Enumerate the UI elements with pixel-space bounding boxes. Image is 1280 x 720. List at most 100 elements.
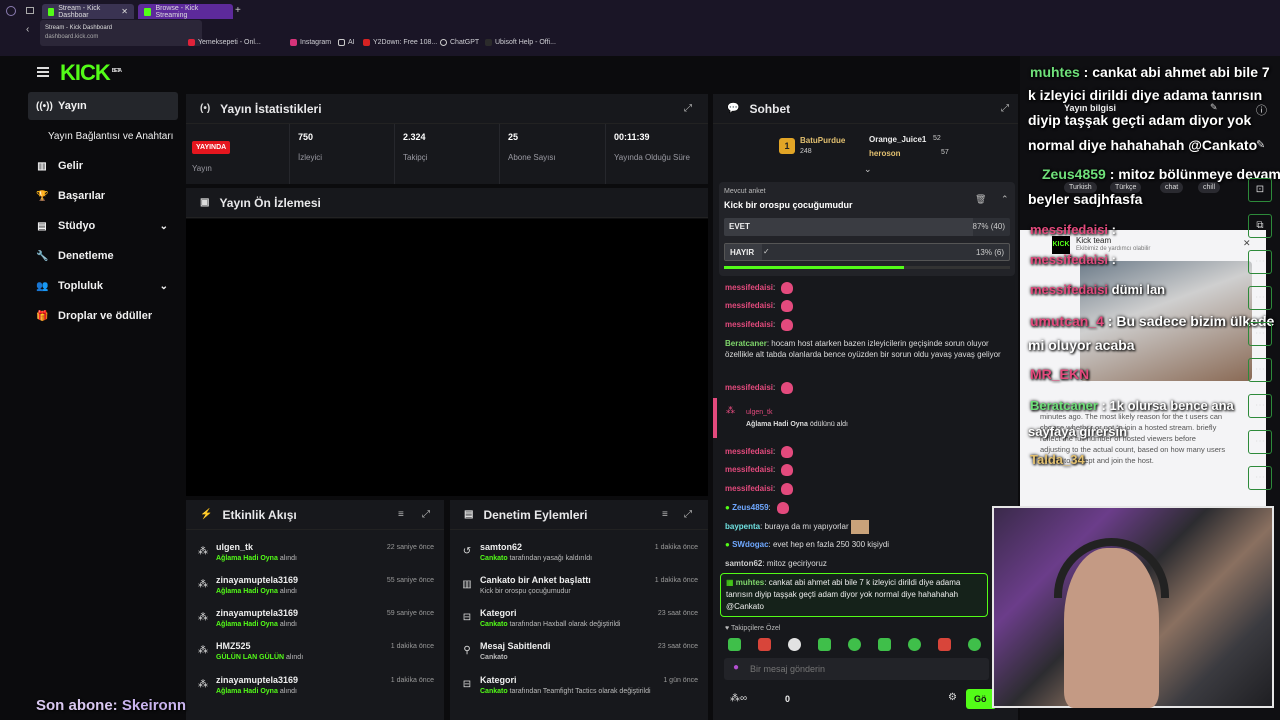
emote-icon xyxy=(781,319,794,331)
poll-option-evet[interactable]: EVET 87% (40) xyxy=(724,218,1010,236)
leaderboard-value: 57 xyxy=(941,149,949,156)
kick-favicon-icon xyxy=(144,7,152,16)
emote-icon[interactable] xyxy=(938,638,951,651)
leaderboard-rank-badge: 1 xyxy=(779,138,795,154)
support-image xyxy=(1080,261,1252,381)
chat-message: messifedaisi: xyxy=(725,300,794,312)
sidebar-item-stream-key[interactable]: Yayın Bağlantısı ve Anahtarı xyxy=(48,130,174,142)
chat-message: messifedaisi: xyxy=(725,483,794,495)
tag[interactable]: chill xyxy=(1198,182,1221,193)
send-button[interactable]: Gö xyxy=(966,689,996,709)
microphone-icon[interactable]: ● xyxy=(733,662,740,673)
overlay-chat-line: messifedaisi dümi lan xyxy=(1030,282,1166,297)
sidebar-tool-button[interactable]: ⋯ xyxy=(1248,394,1272,418)
subscriber-name: Skeironn xyxy=(121,697,187,714)
sidebar-item-droplar[interactable]: 🎁 Droplar ve ödüller xyxy=(36,310,153,322)
bookmark-chatgpt[interactable]: ChatGPT xyxy=(440,39,479,46)
emote-icon[interactable] xyxy=(848,638,861,651)
tab-stream-dashboard[interactable]: Stream - Kick Dashboar ✕ xyxy=(42,4,134,19)
emote-icon[interactable] xyxy=(728,638,741,651)
chat-input[interactable] xyxy=(750,660,980,678)
kick-logo[interactable]: KICK BETA xyxy=(60,60,122,85)
close-icon[interactable]: ✕ xyxy=(1243,238,1251,248)
sidebar-tool-button[interactable]: ⋯ xyxy=(1248,250,1272,274)
sidebar-tool-button[interactable]: ⋯ xyxy=(1248,322,1272,346)
chat-message: messifedaisi: xyxy=(725,282,794,294)
popout-icon[interactable]: ⤢ xyxy=(422,509,430,520)
video-preview[interactable] xyxy=(186,219,708,496)
overlay-chat-line: sayfaya girersin xyxy=(1028,424,1128,439)
leaderboard-name[interactable]: heroson xyxy=(869,149,901,158)
chevron-down-icon[interactable]: ⌄ xyxy=(159,280,168,292)
browser-menu-icon[interactable] xyxy=(6,6,16,16)
emote-icon[interactable] xyxy=(968,638,981,651)
viewers-icon[interactable]: ⁂∞ xyxy=(730,693,748,704)
info-icon[interactable]: ⓘ xyxy=(1256,105,1267,117)
moderation-panel: ▤ Denetim Eylemleri ≡ ⤢ ↺ samton62 Cankato … xyxy=(450,500,708,720)
emote-icon[interactable] xyxy=(878,638,891,651)
edit-icon[interactable]: ✎ xyxy=(1256,139,1266,151)
tag[interactable]: chat xyxy=(1160,182,1184,193)
sidebar-item-gelir[interactable]: ▥ Gelir xyxy=(37,160,84,172)
pinned-message[interactable]: ▦ muhtes: cankat abi ahmet abi bile 7 k … xyxy=(720,573,988,617)
filter-icon[interactable]: ≡ xyxy=(398,509,404,520)
emote-icon xyxy=(781,464,794,476)
leaderboard-name[interactable]: Orange_Juice1 xyxy=(869,135,927,144)
bookmark-y2down[interactable]: Y2Down: Free 108... xyxy=(363,39,437,46)
leaderboard-name[interactable]: BatuPurdue xyxy=(800,136,846,145)
back-icon[interactable]: ‹ xyxy=(26,24,30,35)
sidebar-tool-button[interactable]: ⋯ xyxy=(1248,358,1272,382)
emote-icon xyxy=(781,382,794,394)
emote-icon[interactable] xyxy=(788,638,801,651)
sidebar-tool-button[interactable]: ⋯ xyxy=(1248,466,1272,490)
tab-label: Browse - Kick Streaming xyxy=(155,4,199,19)
hamburger-menu-icon[interactable] xyxy=(37,67,49,77)
sidebar-tool-button[interactable]: ⧉ xyxy=(1248,214,1272,238)
trash-icon[interactable]: 🗑 xyxy=(975,194,987,204)
bookmark-instagram[interactable]: Instagram xyxy=(290,39,331,46)
sidebar-item-studyo[interactable]: ▤ Stüdyo ⌄ xyxy=(37,220,168,232)
new-tab-icon[interactable]: + xyxy=(235,5,241,16)
chat-bubble-icon: 💬 xyxy=(727,103,740,114)
filter-icon[interactable]: ≡ xyxy=(662,509,668,520)
sidebar-item-denetleme[interactable]: 🔧 Denetleme xyxy=(36,250,114,262)
stat-label: Yayın xyxy=(192,164,212,173)
viewer-count: 0 xyxy=(785,694,791,704)
bookmark-yemeksepeti[interactable]: Yemeksepeti - Onl... xyxy=(188,39,261,46)
edit-icon[interactable]: ✎ xyxy=(1210,102,1218,112)
bookmark-ubisoft[interactable]: Ubisoft Help - Offi... xyxy=(485,39,556,46)
popout-icon[interactable]: ⤢ xyxy=(684,509,692,520)
close-icon[interactable]: ✕ xyxy=(121,7,128,16)
emote-icon[interactable] xyxy=(908,638,921,651)
poll-option-hayir[interactable]: HAYIR ✓ 13% (6) xyxy=(724,243,1010,261)
chart-icon: ▥ xyxy=(37,160,47,172)
popout-icon[interactable]: ⤢ xyxy=(684,103,692,114)
bookmark-ai[interactable]: AI xyxy=(338,39,355,46)
chat-message: messifedaisi: xyxy=(725,464,794,476)
emote-icon xyxy=(781,282,794,294)
chevron-down-icon[interactable]: ⌄ xyxy=(159,220,168,232)
sidebar-item-basarilar[interactable]: 🏆 Başarılar xyxy=(36,190,106,202)
kick-favicon-icon xyxy=(48,7,55,16)
chevron-down-icon[interactable]: ⌄ xyxy=(864,164,872,174)
webcam-feed xyxy=(992,506,1274,708)
tab-actions-icon[interactable] xyxy=(26,7,34,14)
tag[interactable]: Türkçe xyxy=(1110,182,1142,193)
overlay-chat-line: Beratcaner : 1k olursa bence ana xyxy=(1030,398,1234,413)
broadcast-icon: ((•)) xyxy=(36,100,53,112)
tab-browse[interactable]: Browse - Kick Streaming xyxy=(138,4,233,19)
emote-icon[interactable] xyxy=(818,638,831,651)
emote-icon xyxy=(781,300,794,312)
sidebar-item-yayin[interactable]: ((•)) Yayın xyxy=(28,92,178,120)
pin-icon: ⚲ xyxy=(463,645,471,656)
popout-icon[interactable]: ⤢ xyxy=(1001,103,1009,114)
sidebar-item-topluluk[interactable]: 👥 Topluluk ⌄ xyxy=(36,280,168,292)
emote-icon[interactable] xyxy=(758,638,771,651)
settings-icon[interactable]: ⚙ xyxy=(948,692,957,703)
sidebar-tool-button[interactable]: ⋯ xyxy=(1248,286,1272,310)
redeem-icon: ⁂ xyxy=(198,579,208,590)
sidebar-tool-button[interactable]: ⊡ xyxy=(1248,178,1272,202)
chevron-up-icon[interactable]: ⌃ xyxy=(1001,194,1009,204)
sidebar-tool-button[interactable]: ⋯ xyxy=(1248,430,1272,454)
tag[interactable]: Turkish xyxy=(1064,182,1097,193)
